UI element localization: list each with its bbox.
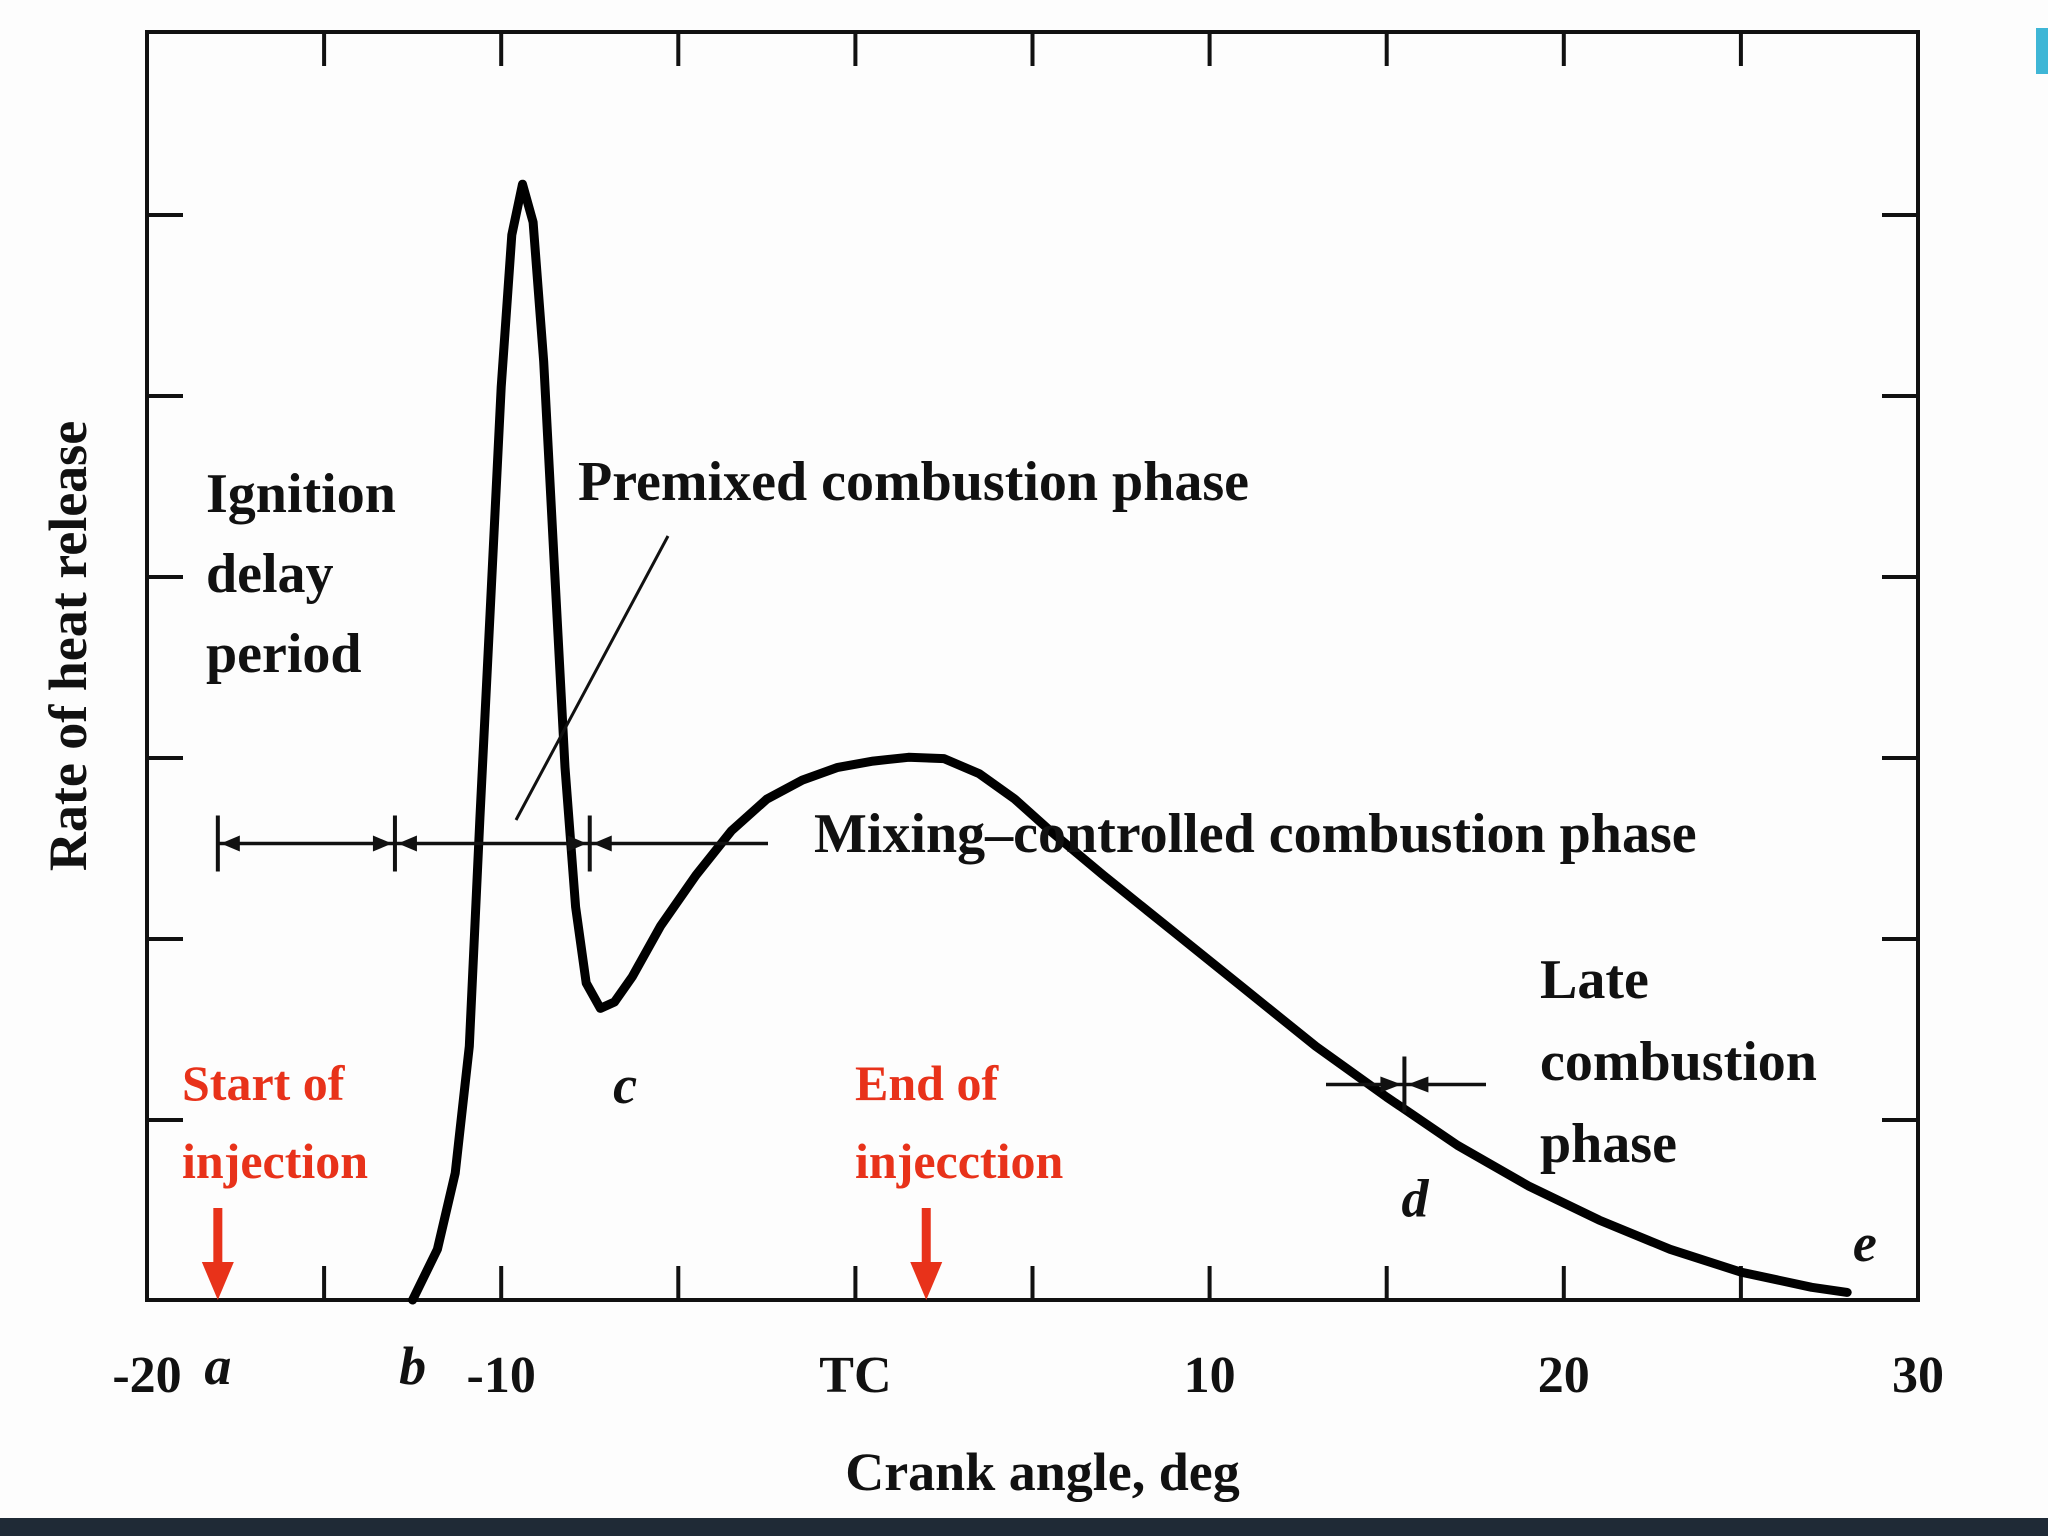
late-combustion-label: phase [1540,1113,1677,1175]
point-label-d: d [1402,1169,1430,1229]
bottom-bar [0,1518,2048,1536]
ignition-delay-label: delay [206,543,334,605]
phase-bar-arrow [592,835,612,852]
x-tick-label: -20 [112,1347,181,1404]
x-axis-title: Crank angle, deg [845,1442,1240,1502]
end-injection-arrow-head [910,1262,943,1300]
late-bar-arrow [1380,1076,1402,1093]
phase-bar-arrow [397,835,417,852]
phase-bar-arrow [220,835,240,852]
point-label-c: c [613,1055,637,1115]
x-tick-label: 30 [1892,1347,1944,1404]
start-injection-label: Start of [182,1055,346,1111]
start-injection-arrow-head [201,1262,234,1300]
mixing-label: Mixing–controlled combustion phase [814,803,1697,865]
point-label-a: a [204,1336,231,1396]
phase-bar-arrow [372,835,392,852]
ignition-delay-label: period [206,623,362,685]
y-axis-title: Rate of heat release [38,421,98,871]
point-label-b: b [399,1336,426,1396]
start-injection-label: injection [182,1133,368,1189]
premixed-label: Premixed combustion phase [578,451,1249,513]
premixed-pointer [514,535,670,821]
late-combustion-label: Late [1540,949,1649,1011]
plot-frame [145,30,1920,1302]
corner-accent [2036,28,2048,74]
late-bar-arrow [1407,1076,1429,1093]
end-injection-label: injecction [855,1133,1063,1189]
x-tick-label: -10 [467,1347,536,1404]
point-label-e: e [1853,1213,1877,1273]
heat-release-curve [408,179,1852,1305]
x-tick-label: 20 [1538,1347,1590,1404]
x-tick-label: TC [819,1347,891,1404]
late-combustion-label: combustion [1540,1031,1817,1093]
end-injection-label: End of [855,1055,999,1111]
x-tick-label: 10 [1184,1347,1236,1404]
phase-bar-arrow [567,835,587,852]
ignition-delay-label: Ignition [206,463,396,525]
